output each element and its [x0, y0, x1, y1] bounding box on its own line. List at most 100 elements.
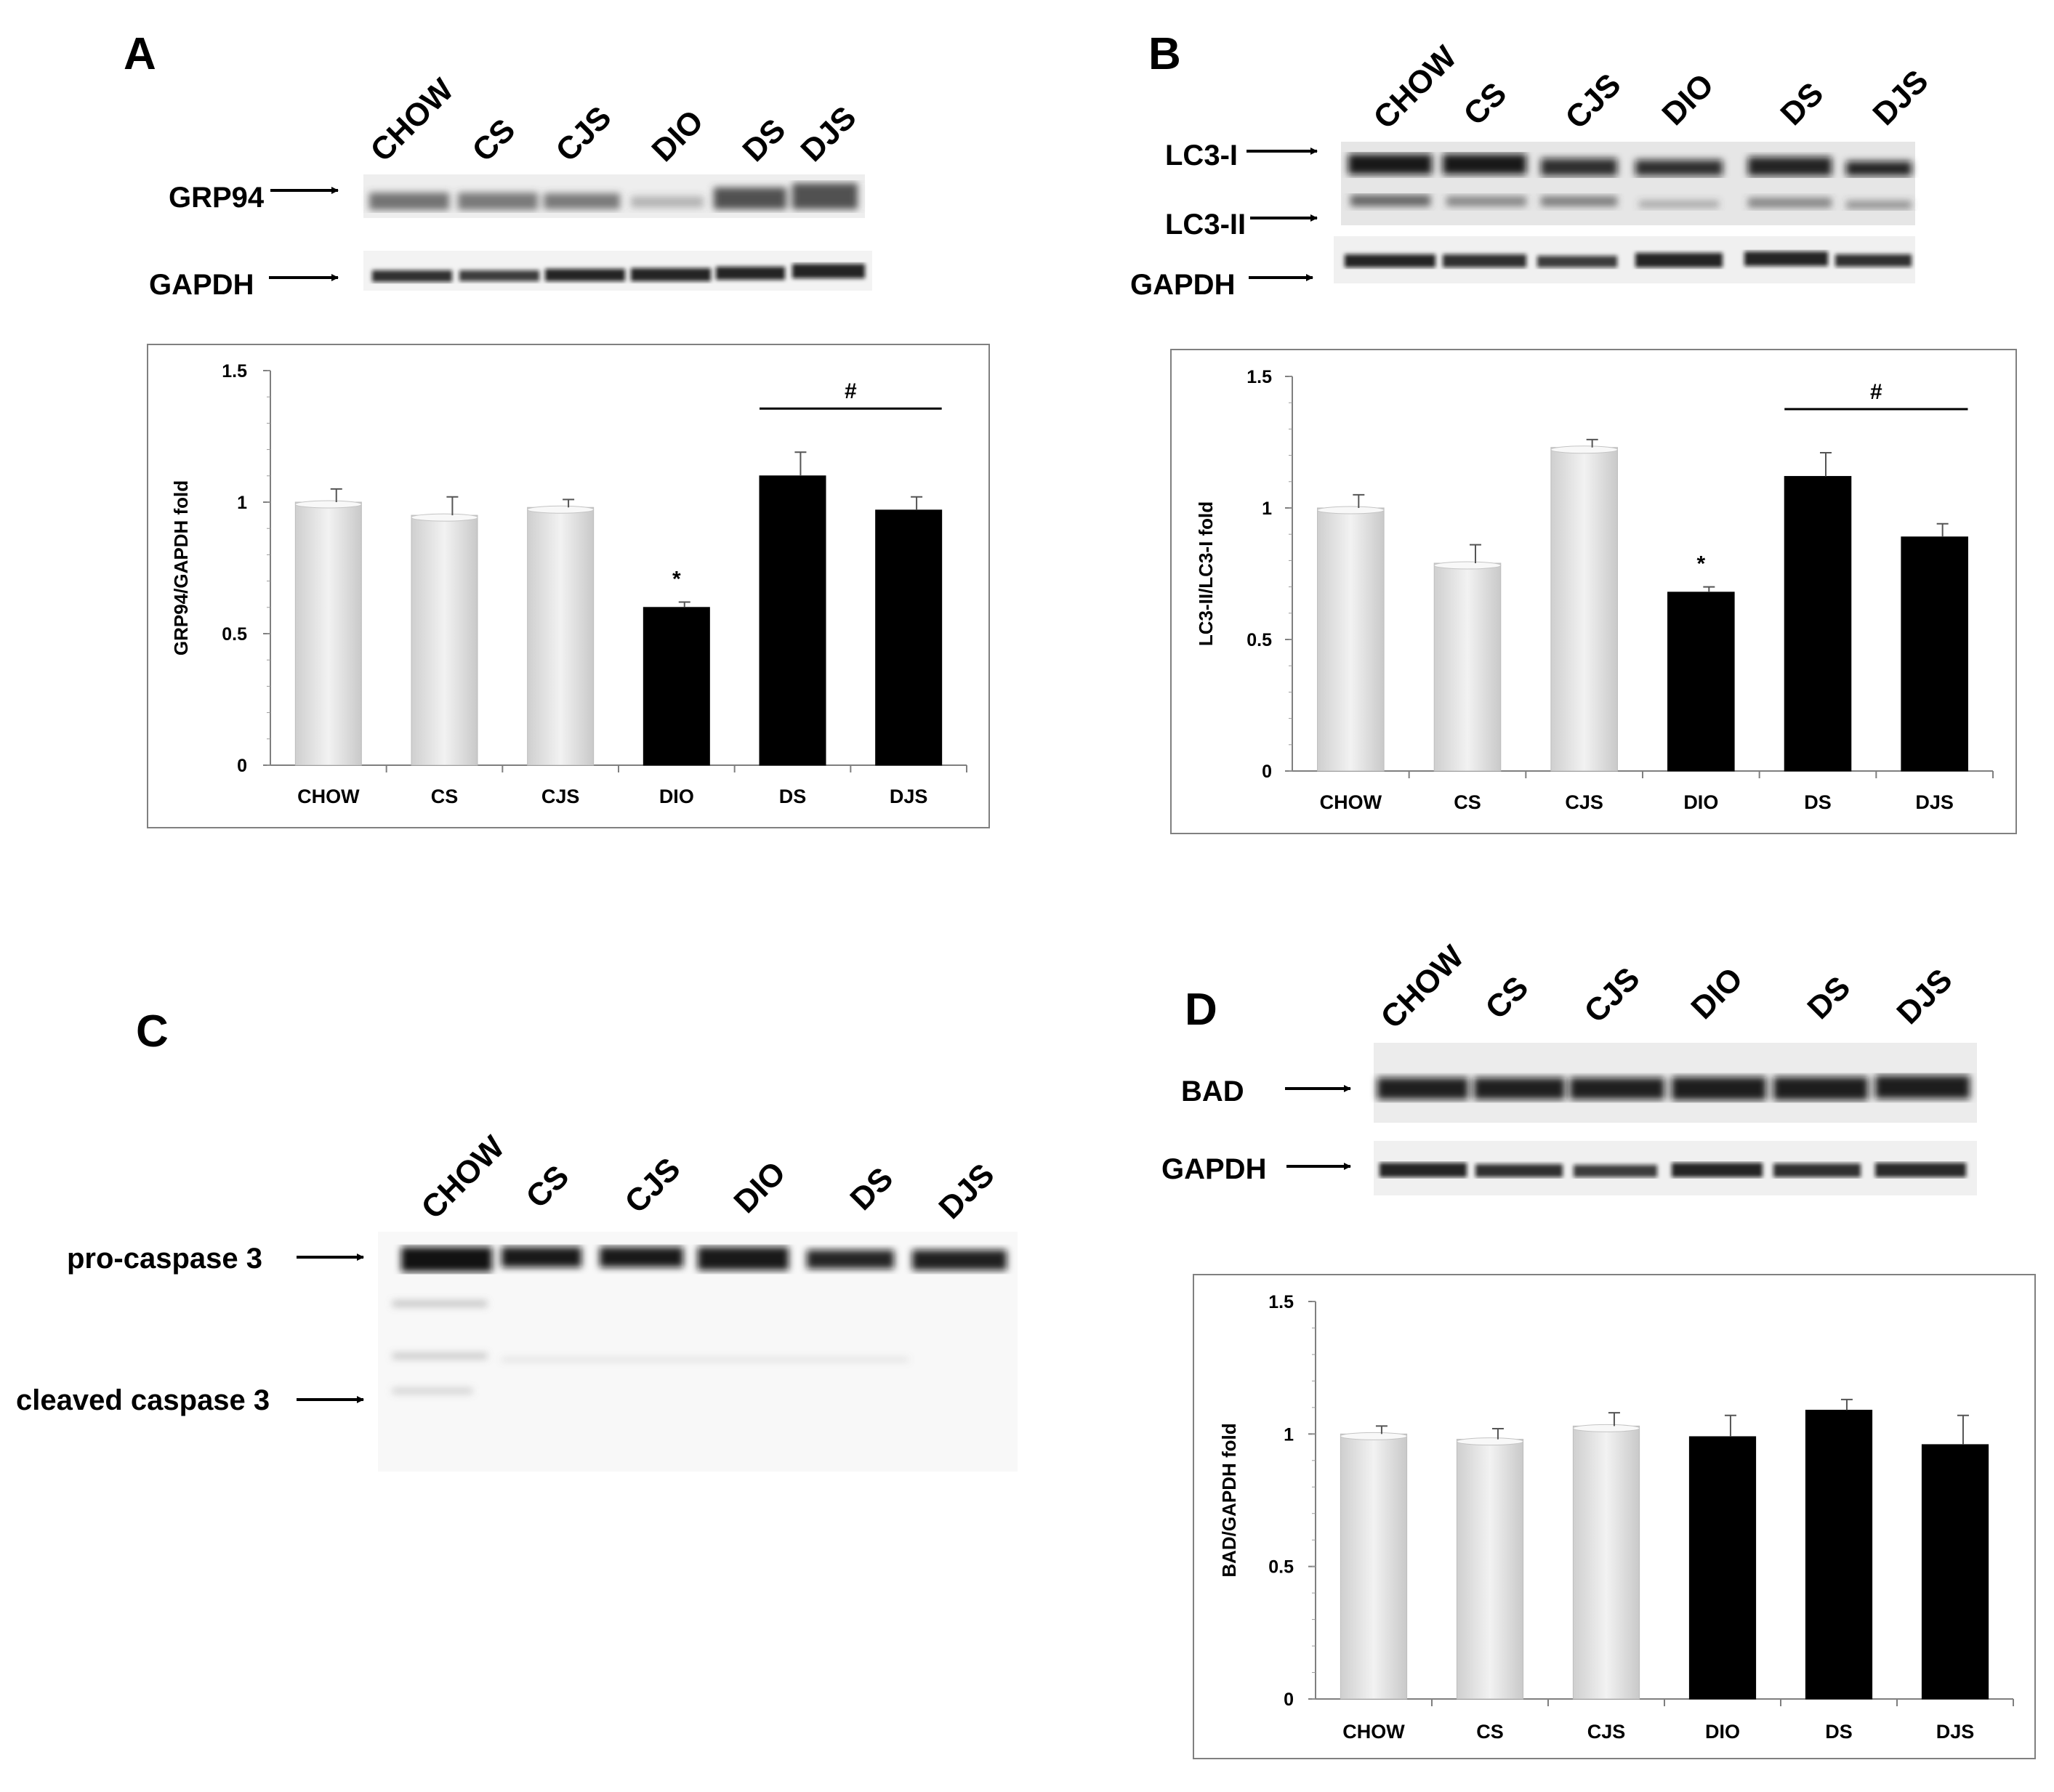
lane-label-chow: CHOW [414, 1129, 511, 1226]
blot-gapdh-b [1334, 236, 1915, 283]
significance-star: * [672, 568, 681, 592]
bar-cap [1456, 1437, 1524, 1446]
bar-ds [1805, 1410, 1873, 1700]
y-tick-label: 0 [1284, 1690, 1294, 1710]
bar-djs [875, 509, 943, 766]
lane-label-djs: DJS [1890, 962, 1959, 1031]
significance-hash: # [1870, 380, 1882, 404]
blot-label-bad: BAD [1181, 1075, 1244, 1107]
panel-d: D CHOW CS CJS DIO DS DJS [1161, 939, 2036, 1759]
bar-ds [759, 475, 826, 766]
x-tick-label: CS [1476, 1721, 1504, 1743]
lane-label-chow: CHOW [363, 72, 460, 169]
y-tick-label: 1 [1262, 499, 1272, 519]
bar-ds [1784, 476, 1852, 772]
x-tick-label: DJS [1915, 791, 1954, 813]
chart-frame-d [1193, 1274, 2036, 1759]
x-tick-label: DIO [1705, 1721, 1740, 1743]
blot-label-lc3-i: LC3-I [1165, 140, 1238, 171]
bar-chow [294, 501, 362, 766]
bar-chow [1340, 1433, 1408, 1700]
panel-letter-c: C [136, 1006, 169, 1057]
x-tick-label: CJS [541, 786, 580, 807]
lane-label-cjs: CJS [549, 100, 618, 169]
blot-lc3 [1341, 142, 1915, 225]
y-tick-label: 1.5 [1247, 367, 1272, 387]
y-axis-label: BAD/GAPDH fold [1218, 1423, 1240, 1577]
bar-cap [1317, 506, 1385, 514]
y-tick-label: 0 [237, 756, 247, 776]
bar-cap [294, 500, 362, 509]
bar-cjs [527, 506, 595, 766]
blot-label-cleaved-caspase-3: cleaved caspase 3 [16, 1384, 270, 1416]
blot-label-gapdh-b: GAPDH [1130, 269, 1235, 301]
y-axis-label: LC3-II/LC3-I fold [1195, 501, 1217, 646]
chart-a: 0 0.5 1 1.5 CHOW CS CJS DIO DS DJS GRP94/GAPDH fol… [170, 361, 967, 807]
x-tick-label: CS [431, 786, 459, 807]
lane-label-cjs: CJS [618, 1151, 687, 1220]
blot-gapdh-a [363, 251, 872, 291]
panel-a-lane-labels: CHOW CS CJS DIO DS DJS [363, 72, 863, 169]
significance-hash: # [845, 379, 857, 403]
x-tick-label: CJS [1565, 791, 1603, 813]
x-tick-label: DS [1804, 791, 1832, 813]
bar-cap [1340, 1432, 1408, 1440]
x-tick-label: DJS [1936, 1721, 1975, 1743]
lane-label-cs: CS [1478, 969, 1535, 1026]
blot-label-pro-caspase-3: pro-caspase 3 [67, 1243, 262, 1275]
panel-b: B CHOW CS CJS DIO DS DJS [1130, 29, 2017, 834]
bar-dio [1667, 592, 1735, 772]
blot-label-grp94: GRP94 [169, 182, 265, 214]
y-tick-label: 0 [1262, 762, 1272, 782]
lane-label-djs: DJS [1866, 63, 1935, 132]
panel-letter-d: D [1185, 985, 1217, 1035]
lane-label-cs: CS [1457, 76, 1513, 132]
x-tick-label: CS [1454, 791, 1481, 813]
bar-cap [411, 513, 478, 522]
x-tick-label: CJS [1587, 1721, 1626, 1743]
lane-label-chow: CHOW [1366, 39, 1463, 136]
x-tick-label: CHOW [1320, 791, 1382, 813]
significance-star: * [1696, 552, 1705, 576]
bar-djs [1921, 1444, 1989, 1700]
panel-c: C CHOW CS CJS DIO DS DJS [16, 1006, 1018, 1472]
blot-label-lc3-ii: LC3-II [1165, 209, 1246, 241]
lane-label-djs: DJS [932, 1157, 1001, 1226]
lane-label-chow: CHOW [1374, 939, 1470, 1036]
blot-label-gapdh-d: GAPDH [1161, 1153, 1266, 1185]
lane-label-dio: DIO [1655, 67, 1720, 132]
blot-caspase-3 [378, 1232, 1018, 1472]
lane-label-dio: DIO [1684, 961, 1749, 1026]
x-tick-label: CHOW [297, 786, 360, 807]
y-tick-label: 1.5 [1268, 1292, 1294, 1312]
lane-label-cs: CS [519, 1158, 576, 1215]
y-tick-label: 1.5 [222, 361, 247, 382]
bar-djs [1901, 536, 1968, 772]
lane-label-cjs: CJS [1558, 67, 1627, 136]
lane-label-dio: DIO [645, 103, 710, 169]
panel-letter-b: B [1148, 29, 1181, 79]
chart-frame-a [147, 344, 990, 828]
lane-label-dio: DIO [727, 1155, 792, 1220]
lane-label-cjs: CJS [1577, 961, 1646, 1030]
x-tick-label: DIO [1683, 791, 1718, 813]
lane-label-ds: DS [1800, 969, 1857, 1026]
bar-cap [1572, 1424, 1640, 1432]
y-tick-label: 1 [237, 493, 247, 513]
blot-label-gapdh-a: GAPDH [149, 269, 254, 301]
x-tick-label: DJS [890, 786, 928, 807]
bar-dio [643, 607, 710, 766]
bar-chow [1317, 507, 1385, 772]
panel-a: A CHOW CS CJS DIO DS DJS GRP94 [124, 29, 990, 828]
y-tick-label: 1 [1284, 1424, 1294, 1445]
panel-c-lane-labels: CHOW CS CJS DIO DS DJS [414, 1129, 1001, 1226]
blot-grp94 [363, 174, 865, 218]
x-tick-label: DS [779, 786, 807, 807]
x-tick-label: DIO [659, 786, 694, 807]
bar-cap [527, 505, 595, 514]
lane-label-ds: DS [736, 112, 792, 169]
chart-b: 0 0.5 1 1.5 CHOW CS CJS DIO DS DJS LC3-II/LC3-I fo… [1195, 367, 1994, 813]
bar-cs [411, 514, 478, 766]
lane-label-ds: DS [1773, 76, 1830, 132]
